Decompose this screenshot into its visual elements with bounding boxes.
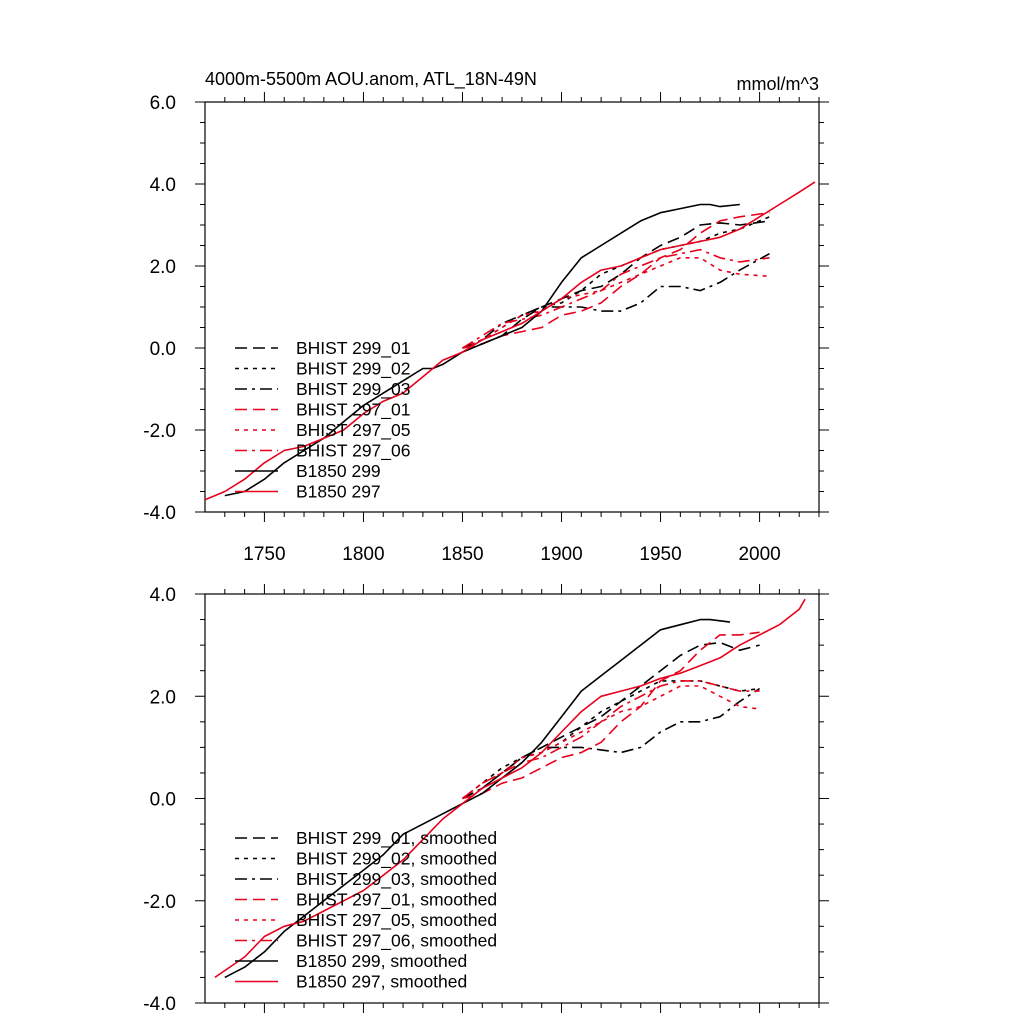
y-tick-label: 6.0	[150, 93, 176, 114]
units-label: mmol/m^3	[737, 74, 819, 94]
x-tick-label: 1900	[540, 544, 582, 565]
series-line	[205, 181, 816, 501]
legend-label: BHIST 299_02, smoothed	[296, 849, 497, 870]
y-tick-label: 2.0	[150, 687, 176, 708]
x-tick-label: 1750	[243, 544, 285, 565]
legend-label: B1850 297	[296, 482, 381, 502]
x-tick-label: 1850	[441, 544, 483, 565]
legend-label: BHIST 299_03	[296, 379, 410, 400]
legend-label: BHIST 297_06	[296, 441, 410, 462]
series-line	[462, 248, 770, 349]
y-tick-label: -4.0	[143, 503, 176, 524]
legend-label: BHIST 299_01	[296, 338, 410, 359]
series-line	[462, 687, 761, 800]
legend-label: BHIST 297_01, smoothed	[296, 890, 497, 911]
y-tick-label: 0.0	[150, 339, 176, 360]
series-line	[224, 203, 740, 497]
y-tick-label: 0.0	[150, 790, 176, 811]
y-tick-label: -2.0	[143, 421, 176, 442]
y-tick-label: 4.0	[150, 175, 176, 196]
series-line	[462, 680, 760, 800]
legend-label: BHIST 297_05, smoothed	[296, 910, 497, 931]
legend-label: BHIST 297_01	[296, 400, 410, 421]
legend-label: BHIST 299_03, smoothed	[296, 869, 497, 890]
legend-label: BHIST 299_02	[296, 359, 410, 380]
series-line	[224, 618, 731, 979]
series-line	[462, 252, 770, 349]
y-tick-label: 4.0	[150, 585, 176, 606]
y-tick-label: -2.0	[143, 892, 176, 913]
series-line	[462, 211, 770, 349]
series-group	[214, 598, 806, 979]
legend-label: BHIST 299_01, smoothed	[296, 828, 497, 849]
series-line	[214, 598, 806, 979]
series-line	[462, 680, 760, 800]
chart-title: 4000m-5500m AOU.anom, ATL_18N-49N	[205, 69, 537, 90]
x-tick-label: 1800	[342, 544, 384, 565]
legend-label: BHIST 297_06, smoothed	[296, 931, 497, 952]
series-line	[462, 631, 760, 800]
legend-label: B1850 299, smoothed	[296, 951, 467, 971]
top-panel: 4000m-5500m AOU.anom, ATL_18N-49N mmol/m…	[143, 69, 829, 565]
x-tick-label: 2000	[738, 544, 780, 565]
legend-label: B1850 297, smoothed	[296, 972, 467, 992]
legend-label: BHIST 297_05	[296, 420, 410, 441]
series-line	[462, 256, 770, 349]
y-tick-label: 2.0	[150, 257, 176, 278]
series-group	[205, 181, 816, 501]
legend-label: B1850 299	[296, 461, 381, 481]
x-tick-label: 1950	[639, 544, 681, 565]
y-tick-label: -4.0	[143, 994, 176, 1015]
